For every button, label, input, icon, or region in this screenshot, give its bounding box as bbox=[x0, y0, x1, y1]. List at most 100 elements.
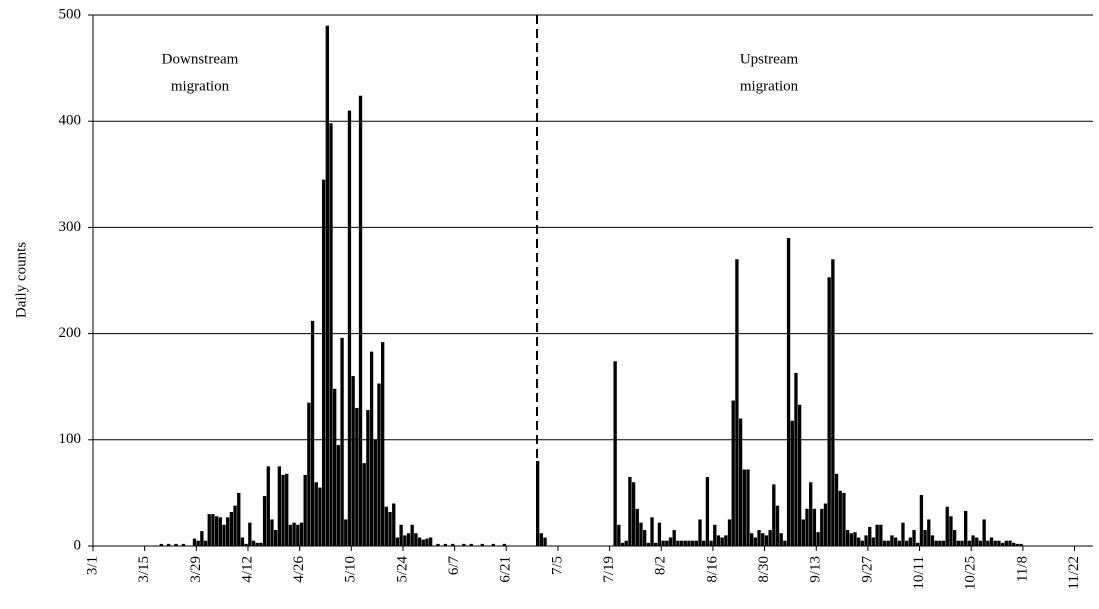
bar bbox=[318, 487, 322, 546]
bar bbox=[395, 537, 400, 546]
bar bbox=[425, 538, 429, 546]
bar bbox=[893, 537, 898, 546]
x-tick-label: 7/5 bbox=[549, 556, 565, 575]
bar bbox=[417, 537, 422, 546]
bar bbox=[410, 524, 414, 546]
bar bbox=[860, 540, 865, 546]
bar bbox=[226, 517, 230, 546]
bar bbox=[864, 535, 868, 546]
bar bbox=[159, 543, 163, 546]
bar bbox=[882, 540, 887, 546]
bar bbox=[746, 469, 750, 546]
bar bbox=[299, 522, 304, 546]
bar bbox=[661, 540, 665, 546]
bar bbox=[174, 543, 178, 546]
bar bbox=[340, 337, 344, 546]
bar bbox=[329, 123, 333, 546]
bar bbox=[897, 540, 901, 546]
bar bbox=[775, 505, 780, 546]
x-tick-label: 6/7 bbox=[446, 556, 462, 576]
bar bbox=[635, 508, 639, 546]
bar bbox=[956, 540, 960, 546]
bar bbox=[314, 482, 318, 546]
bar bbox=[1015, 543, 1020, 546]
bar bbox=[849, 533, 853, 546]
bar bbox=[214, 516, 219, 546]
bar bbox=[687, 540, 691, 546]
y-tick-label: 0 bbox=[74, 537, 82, 553]
bar bbox=[986, 540, 990, 546]
bar bbox=[834, 473, 839, 546]
y-tick-label: 300 bbox=[59, 219, 82, 235]
bar bbox=[403, 535, 407, 546]
bar bbox=[694, 540, 698, 546]
bar bbox=[779, 533, 783, 546]
bar bbox=[277, 466, 282, 546]
x-tick-label: 10/25 bbox=[963, 556, 979, 590]
bar bbox=[200, 531, 204, 546]
annotation: migration bbox=[171, 78, 230, 94]
bar bbox=[971, 535, 975, 546]
bar bbox=[181, 543, 186, 546]
bar bbox=[288, 524, 293, 546]
bar bbox=[768, 530, 772, 546]
bar bbox=[720, 537, 724, 546]
bar bbox=[761, 533, 765, 546]
bar bbox=[406, 533, 411, 546]
bar bbox=[1012, 542, 1016, 546]
bar bbox=[790, 420, 794, 546]
bar bbox=[392, 503, 396, 546]
bar bbox=[639, 522, 643, 546]
bar bbox=[952, 530, 957, 546]
x-tick-label: 3/29 bbox=[188, 556, 204, 583]
bar bbox=[727, 519, 732, 546]
bar bbox=[535, 461, 540, 546]
bar bbox=[831, 259, 835, 546]
y-axis-title: Daily counts bbox=[13, 242, 29, 318]
bar bbox=[805, 508, 809, 546]
bar bbox=[388, 512, 392, 546]
bar bbox=[702, 540, 706, 546]
bar bbox=[617, 524, 621, 546]
bar bbox=[668, 537, 673, 546]
bar bbox=[868, 526, 872, 546]
bar bbox=[690, 540, 695, 546]
bar bbox=[366, 410, 370, 546]
bar bbox=[646, 542, 651, 546]
bar bbox=[871, 537, 876, 546]
bar bbox=[166, 543, 171, 546]
annotation: Downstream bbox=[162, 51, 239, 67]
bar bbox=[259, 542, 263, 546]
bar bbox=[270, 519, 274, 546]
bar bbox=[251, 540, 256, 546]
bar bbox=[310, 320, 315, 546]
bar bbox=[1019, 543, 1023, 546]
bar bbox=[890, 535, 894, 546]
bar bbox=[543, 537, 547, 546]
bar bbox=[196, 540, 200, 546]
bar bbox=[886, 540, 890, 546]
bar bbox=[975, 537, 979, 546]
bar bbox=[207, 514, 211, 546]
bar bbox=[1000, 542, 1005, 546]
bar bbox=[919, 495, 924, 546]
bar bbox=[879, 524, 883, 546]
bar bbox=[809, 482, 813, 546]
bar bbox=[362, 463, 366, 546]
bar bbox=[827, 277, 831, 546]
bar bbox=[735, 259, 739, 546]
bar bbox=[857, 537, 861, 546]
bar bbox=[369, 351, 374, 546]
x-tick-label: 8/30 bbox=[756, 556, 772, 583]
bar bbox=[997, 540, 1001, 546]
bar bbox=[764, 535, 769, 546]
x-tick-label: 3/15 bbox=[136, 556, 152, 583]
bar bbox=[842, 492, 846, 546]
bar bbox=[233, 505, 237, 546]
bar bbox=[657, 522, 662, 546]
bar bbox=[912, 530, 916, 546]
bar bbox=[738, 418, 743, 546]
bar bbox=[709, 540, 713, 546]
bar bbox=[620, 542, 625, 546]
